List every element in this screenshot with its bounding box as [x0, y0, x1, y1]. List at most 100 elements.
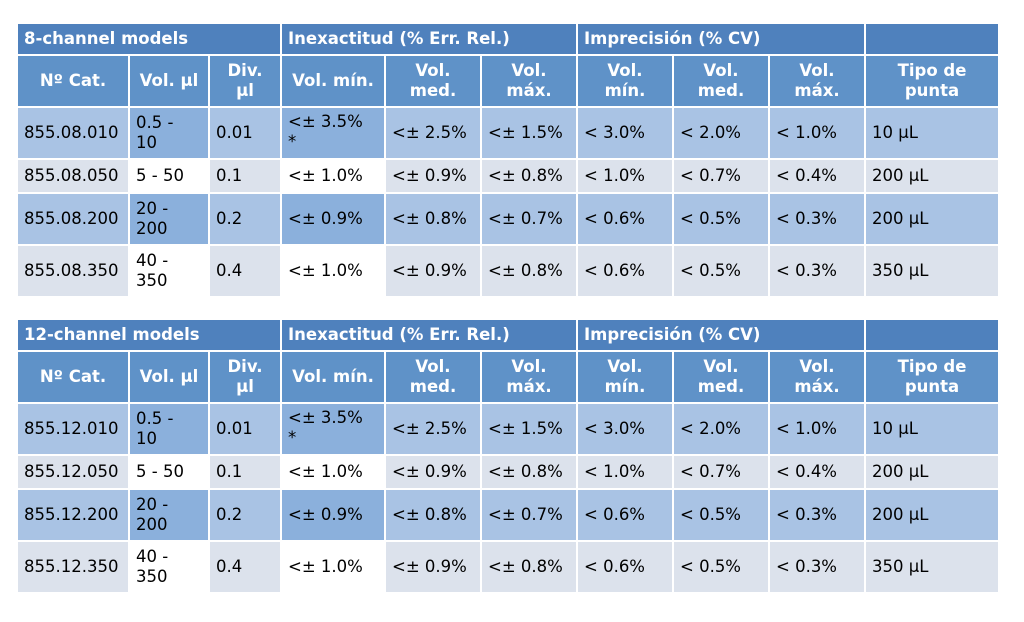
imp-min-cell: < 1.0% [576, 454, 674, 490]
cat-cell: 855.12.350 [16, 540, 130, 594]
col-header-imp-max: Vol. máx. [768, 350, 866, 404]
col-header-inex-med: Vol. med. [384, 350, 482, 404]
inex-med-cell: <± 0.8% [384, 488, 482, 542]
table-row: 855.12.010 0.5 - 10 0.01 <± 3.5% * <± 2.… [16, 402, 1000, 456]
col-header-imp-min: Vol. mín. [576, 350, 674, 404]
inex-max-cell: <± 0.7% [480, 488, 578, 542]
vol-cell: 40 - 350 [128, 244, 210, 298]
inex-med-cell: <± 0.9% [384, 158, 482, 194]
inex-max-cell: <± 0.8% [480, 244, 578, 298]
cat-cell: 855.08.200 [16, 192, 130, 246]
inex-min-cell: <± 1.0% [280, 158, 386, 194]
col-header-inex-min: Vol. mín. [280, 54, 386, 108]
imp-med-cell: < 0.5% [672, 192, 770, 246]
imp-min-cell: < 0.6% [576, 488, 674, 542]
div-cell: 0.4 [208, 244, 282, 298]
models-group-header: 12-channel models [16, 318, 282, 352]
imp-min-cell: < 0.6% [576, 244, 674, 298]
tip-cell: 200 µL [864, 488, 1000, 542]
vol-cell: 40 - 350 [128, 540, 210, 594]
inex-min-cell: <± 1.0% [280, 244, 386, 298]
imp-min-cell: < 1.0% [576, 158, 674, 194]
cat-cell: 855.08.010 [16, 106, 130, 160]
col-header-imp-med: Vol. med. [672, 54, 770, 108]
tip-cell: 10 µL [864, 106, 1000, 160]
imp-min-cell: < 0.6% [576, 192, 674, 246]
imp-max-cell: < 0.3% [768, 540, 866, 594]
spec-table-8-channel: 8-channel models Inexactitud (% Err. Rel… [16, 22, 1000, 298]
imp-max-cell: < 0.4% [768, 454, 866, 490]
inex-max-cell: <± 1.5% [480, 402, 578, 456]
imp-min-cell: < 3.0% [576, 106, 674, 160]
inex-med-cell: <± 0.9% [384, 454, 482, 490]
tip-cell: 200 µL [864, 158, 1000, 194]
imp-med-cell: < 0.5% [672, 540, 770, 594]
tip-cell: 10 µL [864, 402, 1000, 456]
div-cell: 0.4 [208, 540, 282, 594]
table-row: 855.08.050 5 - 50 0.1 <± 1.0% <± 0.9% <±… [16, 158, 1000, 194]
inex-med-cell: <± 2.5% [384, 106, 482, 160]
inex-max-cell: <± 0.8% [480, 540, 578, 594]
inex-min-cell: <± 0.9% [280, 192, 386, 246]
div-cell: 0.2 [208, 488, 282, 542]
div-cell: 0.01 [208, 402, 282, 456]
cat-cell: 855.12.200 [16, 488, 130, 542]
vol-cell: 20 - 200 [128, 488, 210, 542]
inex-min-cell: <± 3.5% * [280, 402, 386, 456]
imp-max-cell: < 1.0% [768, 106, 866, 160]
tip-cell: 200 µL [864, 454, 1000, 490]
imp-med-cell: < 0.5% [672, 244, 770, 298]
inex-min-cell: <± 1.0% [280, 454, 386, 490]
col-header-cat: Nº Cat. [16, 350, 130, 404]
col-header-tip: Tipo de punta [864, 350, 1000, 404]
table-row: 855.08.010 0.5 - 10 0.01 <± 3.5% * <± 2.… [16, 106, 1000, 160]
imprecision-group-header: Imprecisión (% CV) [576, 318, 866, 352]
inex-max-cell: <± 0.8% [480, 454, 578, 490]
table-row: 855.08.200 20 - 200 0.2 <± 0.9% <± 0.8% … [16, 192, 1000, 246]
inex-min-cell: <± 3.5% * [280, 106, 386, 160]
cat-cell: 855.12.010 [16, 402, 130, 456]
inex-max-cell: <± 1.5% [480, 106, 578, 160]
col-header-cat: Nº Cat. [16, 54, 130, 108]
tip-cell: 200 µL [864, 192, 1000, 246]
col-header-imp-min: Vol. mín. [576, 54, 674, 108]
div-cell: 0.1 [208, 454, 282, 490]
vol-cell: 0.5 - 10 [128, 402, 210, 456]
imp-max-cell: < 0.4% [768, 158, 866, 194]
inex-min-cell: <± 0.9% [280, 488, 386, 542]
spec-table-12-channel: 12-channel models Inexactitud (% Err. Re… [16, 318, 1000, 594]
imp-max-cell: < 0.3% [768, 488, 866, 542]
col-header-imp-max: Vol. máx. [768, 54, 866, 108]
table-row: 855.08.350 40 - 350 0.4 <± 1.0% <± 0.9% … [16, 244, 1000, 298]
inexactitud-group-header: Inexactitud (% Err. Rel.) [280, 318, 578, 352]
inex-max-cell: <± 0.7% [480, 192, 578, 246]
imp-med-cell: < 0.7% [672, 158, 770, 194]
imp-med-cell: < 2.0% [672, 402, 770, 456]
col-header-vol: Vol. µl [128, 350, 210, 404]
col-header-inex-med: Vol. med. [384, 54, 482, 108]
imp-max-cell: < 1.0% [768, 402, 866, 456]
vol-cell: 20 - 200 [128, 192, 210, 246]
col-header-tip: Tipo de punta [864, 54, 1000, 108]
models-group-header: 8-channel models [16, 22, 282, 56]
inex-med-cell: <± 2.5% [384, 402, 482, 456]
tip-cell: 350 µL [864, 540, 1000, 594]
table-row: 855.12.350 40 - 350 0.4 <± 1.0% <± 0.9% … [16, 540, 1000, 594]
imp-max-cell: < 0.3% [768, 192, 866, 246]
col-header-inex-min: Vol. mín. [280, 350, 386, 404]
col-header-vol: Vol. µl [128, 54, 210, 108]
inexactitud-group-header: Inexactitud (% Err. Rel.) [280, 22, 578, 56]
vol-cell: 0.5 - 10 [128, 106, 210, 160]
div-cell: 0.1 [208, 158, 282, 194]
col-header-inex-max: Vol. máx. [480, 54, 578, 108]
imp-min-cell: < 0.6% [576, 540, 674, 594]
imprecision-group-header: Imprecisión (% CV) [576, 22, 866, 56]
cat-cell: 855.08.050 [16, 158, 130, 194]
div-cell: 0.01 [208, 106, 282, 160]
imp-med-cell: < 0.5% [672, 488, 770, 542]
col-header-imp-med: Vol. med. [672, 350, 770, 404]
inex-min-cell: <± 1.0% [280, 540, 386, 594]
imp-min-cell: < 3.0% [576, 402, 674, 456]
cat-cell: 855.12.050 [16, 454, 130, 490]
imp-med-cell: < 0.7% [672, 454, 770, 490]
